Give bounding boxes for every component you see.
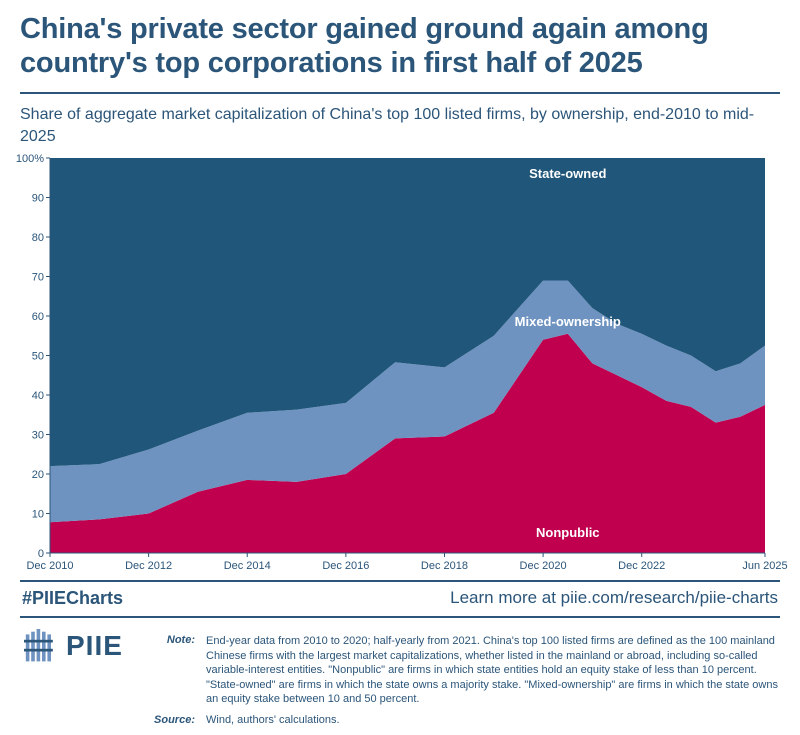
y-tick-label: 0 <box>38 548 44 560</box>
y-tick-label: 70 <box>32 272 44 284</box>
title-divider <box>20 92 780 94</box>
hashtag: #PIIECharts <box>22 588 124 608</box>
note-text: End-year data from 2010 to 2020; half-ye… <box>206 635 778 705</box>
x-tick-label: Jun 2025 <box>742 560 787 572</box>
region-label-state-owned: State-owned <box>529 166 606 181</box>
y-tick-label: 20 <box>32 469 44 481</box>
piie-logo-text: PIIE <box>66 630 123 661</box>
source-label: Source: <box>154 714 195 726</box>
note-label: Note: <box>166 634 195 646</box>
x-tick-label: Dec 2012 <box>125 560 172 572</box>
footer-divider <box>20 616 780 618</box>
y-tick-label: 100% <box>16 153 44 165</box>
area-mixed-ownership <box>50 280 765 523</box>
region-labels: State-owned Mixed-ownership Nonpublic <box>515 166 621 540</box>
region-label-nonpublic: Nonpublic <box>536 525 600 540</box>
x-tick-label: Dec 2018 <box>421 560 468 572</box>
area-state-owned <box>50 158 765 467</box>
y-tick-label: 30 <box>32 430 44 442</box>
y-tick-label: 40 <box>32 390 44 402</box>
y-tick-label: 60 <box>32 311 44 323</box>
x-axis: Dec 2010 Dec 2012 Dec 2014 Dec 2016 Dec 2018… <box>26 552 788 572</box>
series-areas <box>50 158 765 553</box>
area-chart: 0 10 20 30 40 50 60 70 80 90 100% Dec 2010 Dec 2012… <box>16 153 788 572</box>
y-tick-label: 50 <box>32 351 44 363</box>
y-tick-label: 80 <box>32 232 44 244</box>
learn-more-link[interactable]: Learn more at piie.com/research/piie-cha… <box>450 588 778 607</box>
x-tick-label: Dec 2022 <box>618 560 665 572</box>
region-label-mixed-ownership: Mixed-ownership <box>515 314 621 329</box>
y-tick-label: 10 <box>32 509 44 521</box>
source-text: Wind, authors' calculations. <box>206 714 340 726</box>
chart-subtitle: Share of aggregate market capitalization… <box>20 106 755 145</box>
x-tick-label: Dec 2016 <box>322 560 369 572</box>
x-tick-label: Dec 2010 <box>26 560 73 572</box>
y-tick-label: 90 <box>32 193 44 205</box>
chart-bottom-divider <box>20 580 780 582</box>
x-tick-label: Dec 2020 <box>520 560 567 572</box>
piie-logo-icon <box>24 629 53 662</box>
chart-title: China's private sector gained ground aga… <box>20 13 709 79</box>
y-axis: 0 10 20 30 40 50 60 70 80 90 100% <box>16 153 51 560</box>
x-tick-label: Dec 2014 <box>224 560 271 572</box>
area-nonpublic <box>50 333 765 553</box>
